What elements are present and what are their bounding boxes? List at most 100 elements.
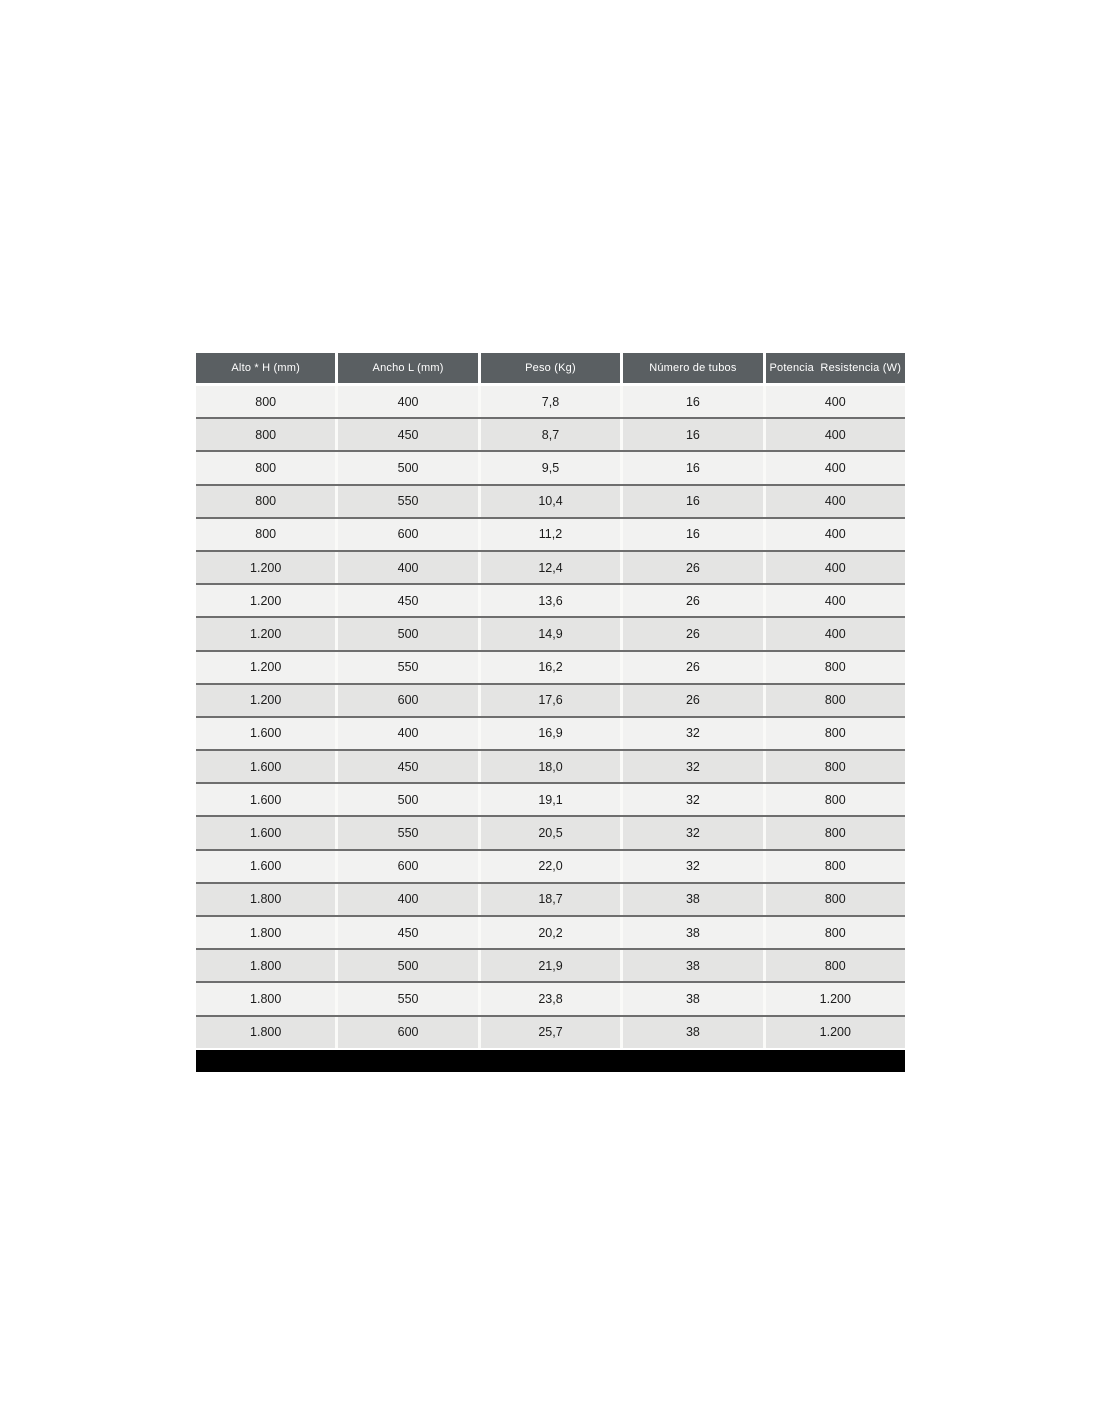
table-row: 1.800 450 20,2 38 800 xyxy=(196,915,905,949)
table-cell: 16 xyxy=(623,518,763,550)
table-cell: 800 xyxy=(196,452,336,484)
table-cell: 600 xyxy=(338,1016,478,1048)
table-cell: 1.200 xyxy=(196,585,336,617)
table-row: 1.200 550 16,2 26 800 xyxy=(196,649,905,683)
table-cell: 1.800 xyxy=(196,983,336,1015)
table-cell: 1.200 xyxy=(196,551,336,584)
table-cell: 16 xyxy=(623,452,763,484)
table-cell: 32 xyxy=(623,850,763,882)
table-cell: 14,9 xyxy=(480,618,621,650)
spec-table: Alto * H (mm) Ancho L (mm) Peso (Kg) Núm… xyxy=(196,353,905,1072)
table-row: 1.600 400 16,9 32 800 xyxy=(196,715,905,750)
table-cell: 1.200 xyxy=(196,684,336,716)
table-cell: 20,2 xyxy=(480,917,621,949)
table-cell: 1.200 xyxy=(765,983,905,1015)
column-header-alto: Alto * H (mm) xyxy=(196,353,336,383)
table-row: 1.600 550 20,5 32 800 xyxy=(196,815,905,849)
table-cell: 400 xyxy=(338,386,478,418)
table-cell: 800 xyxy=(765,917,905,949)
column-header-ancho: Ancho L (mm) xyxy=(338,353,478,383)
table-cell: 9,5 xyxy=(480,452,621,484)
table-cell: 8,7 xyxy=(480,419,621,451)
table-cell: 32 xyxy=(623,784,763,816)
table-cell: 1.600 xyxy=(196,751,336,783)
table-cell: 800 xyxy=(765,717,905,750)
table-cell: 11,2 xyxy=(480,518,621,550)
table-cell: 1.200 xyxy=(196,618,336,650)
table-cell: 1.800 xyxy=(196,883,336,915)
table-cell: 550 xyxy=(338,651,478,683)
table-cell: 400 xyxy=(765,419,905,451)
table-cell: 800 xyxy=(765,651,905,683)
column-header-tubos: Número de tubos xyxy=(623,353,763,383)
table-cell: 800 xyxy=(765,751,905,783)
table-cell: 550 xyxy=(338,485,478,517)
table-cell: 13,6 xyxy=(480,585,621,617)
table-row: 1.200 400 12,4 26 400 xyxy=(196,549,905,584)
table-cell: 12,4 xyxy=(480,551,621,584)
table-cell: 550 xyxy=(338,983,478,1015)
table-cell: 26 xyxy=(623,651,763,683)
table-row: 800 600 11,2 16 400 xyxy=(196,516,905,550)
table-cell: 26 xyxy=(623,684,763,716)
table-cell: 800 xyxy=(765,950,905,982)
table-cell: 550 xyxy=(338,817,478,849)
table-cell: 26 xyxy=(623,585,763,617)
table-cell: 1.200 xyxy=(196,651,336,683)
table-cell: 600 xyxy=(338,684,478,716)
table-cell: 500 xyxy=(338,452,478,484)
table-cell: 400 xyxy=(765,485,905,517)
table-row: 800 450 8,7 16 400 xyxy=(196,417,905,451)
table-cell: 1.600 xyxy=(196,817,336,849)
table-cell: 1.200 xyxy=(765,1016,905,1048)
table-row: 1.800 500 21,9 38 800 xyxy=(196,948,905,982)
table-cell: 1.600 xyxy=(196,784,336,816)
table-cell: 38 xyxy=(623,1016,763,1048)
table-cell: 1.600 xyxy=(196,717,336,750)
table-row: 1.800 600 25,7 38 1.200 xyxy=(196,1014,905,1048)
table-cell: 19,1 xyxy=(480,784,621,816)
table-cell: 16 xyxy=(623,386,763,418)
table-cell: 400 xyxy=(338,551,478,584)
table-cell: 800 xyxy=(765,784,905,816)
table-cell: 400 xyxy=(765,386,905,418)
table-cell: 38 xyxy=(623,917,763,949)
table-row: 800 550 10,4 16 400 xyxy=(196,483,905,517)
table-cell: 500 xyxy=(338,784,478,816)
table-cell: 400 xyxy=(765,585,905,617)
table-cell: 500 xyxy=(338,950,478,982)
table-row: 1.800 550 23,8 38 1.200 xyxy=(196,981,905,1015)
table-cell: 1.800 xyxy=(196,1016,336,1048)
table-cell: 450 xyxy=(338,917,478,949)
table-cell: 23,8 xyxy=(480,983,621,1015)
table-cell: 800 xyxy=(196,419,336,451)
footer-bar xyxy=(196,1049,905,1072)
table-cell: 600 xyxy=(338,850,478,882)
table-cell: 1.800 xyxy=(196,917,336,949)
table-cell: 400 xyxy=(765,518,905,550)
table-cell: 16 xyxy=(623,419,763,451)
table-cell: 800 xyxy=(765,883,905,915)
table-cell: 500 xyxy=(338,618,478,650)
table-cell: 400 xyxy=(765,618,905,650)
table-cell: 20,5 xyxy=(480,817,621,849)
table-cell: 400 xyxy=(765,551,905,584)
table-cell: 38 xyxy=(623,950,763,982)
table-cell: 21,9 xyxy=(480,950,621,982)
table-cell: 10,4 xyxy=(480,485,621,517)
table-cell: 18,0 xyxy=(480,751,621,783)
table-row: 1.200 600 17,6 26 800 xyxy=(196,682,905,716)
table-cell: 17,6 xyxy=(480,684,621,716)
table-cell: 400 xyxy=(338,717,478,750)
table-row: 800 400 7,8 16 400 xyxy=(196,386,905,418)
table-cell: 450 xyxy=(338,419,478,451)
table-cell: 450 xyxy=(338,751,478,783)
table-row: 800 500 9,5 16 400 xyxy=(196,450,905,484)
column-header-peso: Peso (Kg) xyxy=(480,353,621,383)
table-body: 800 400 7,8 16 400 800 450 8,7 16 400 800 500 9,5 16 4… xyxy=(196,386,905,1048)
table-header-row: Alto * H (mm) Ancho L (mm) Peso (Kg) Núm… xyxy=(196,353,905,383)
table-cell: 600 xyxy=(338,518,478,550)
table-cell: 22,0 xyxy=(480,850,621,882)
table-row: 1.800 400 18,7 38 800 xyxy=(196,881,905,915)
